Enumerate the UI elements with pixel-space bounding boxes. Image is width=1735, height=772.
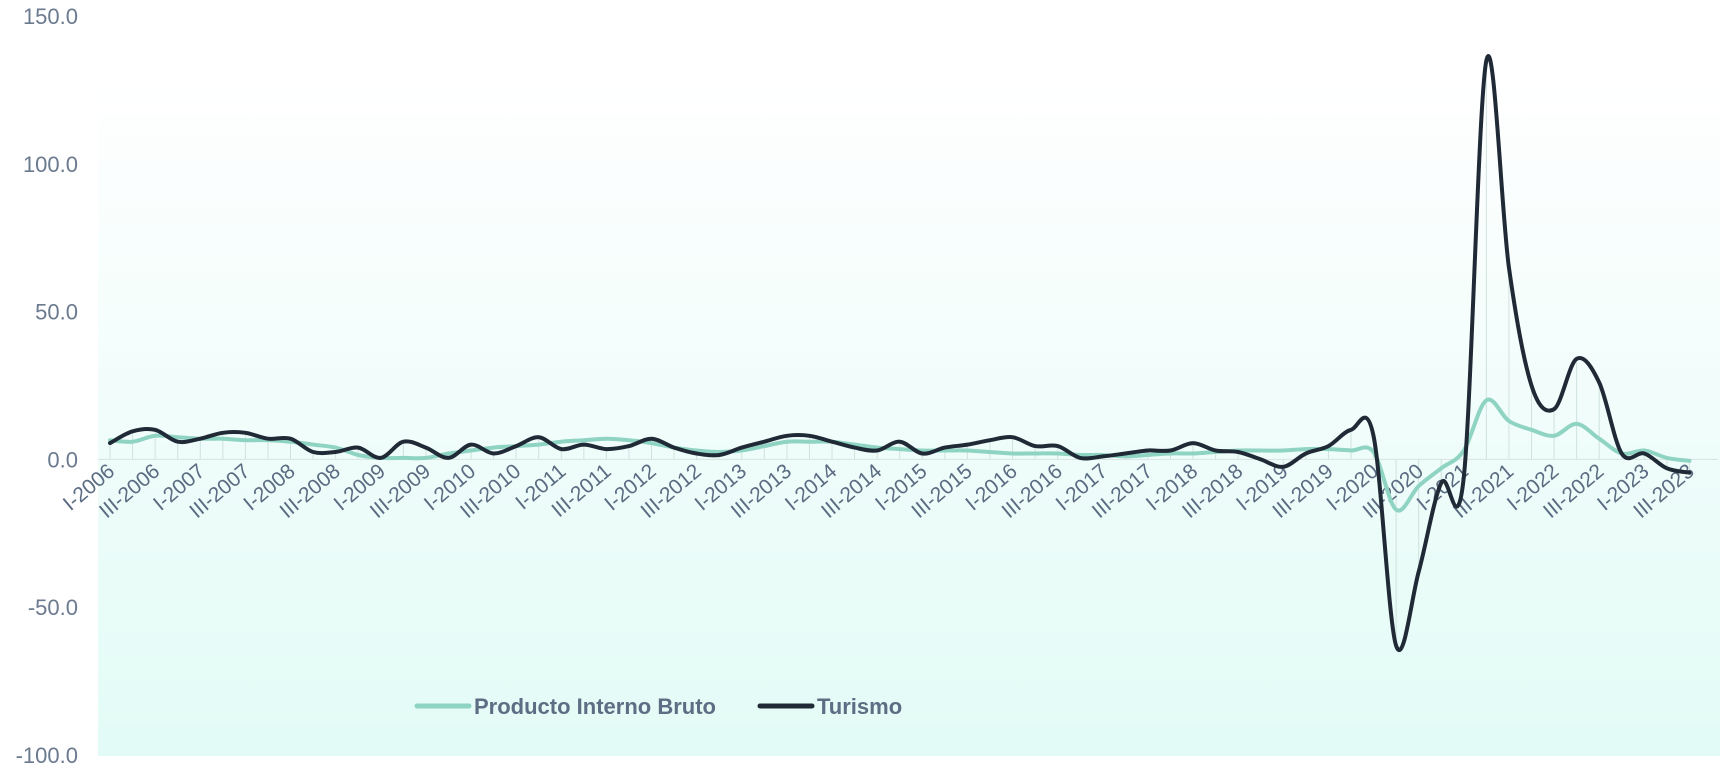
legend-label: Turismo: [817, 694, 902, 719]
y-tick-label: 0.0: [47, 447, 78, 472]
legend-item-pib[interactable]: Producto Interno Bruto: [414, 694, 716, 719]
legend[interactable]: Producto Interno Bruto Turismo: [414, 694, 902, 719]
legend-label: Producto Interno Bruto: [474, 694, 716, 719]
series-group: [108, 54, 1692, 652]
legend-item-turismo[interactable]: Turismo: [757, 694, 902, 719]
series-line-turismo[interactable]: [108, 54, 1692, 652]
y-tick-label: 100.0: [23, 152, 78, 177]
y-tick-label: -50.0: [28, 595, 78, 620]
y-axis: 150.0 100.0 50.0 0.0 -50.0 -100.0: [16, 4, 1718, 768]
plot-background: [98, 78, 1720, 756]
drop-lines: [109, 60, 1690, 646]
y-tick-label: -100.0: [16, 743, 78, 767]
y-tick-label: 50.0: [35, 300, 78, 325]
y-tick-label: 150.0: [23, 4, 78, 29]
